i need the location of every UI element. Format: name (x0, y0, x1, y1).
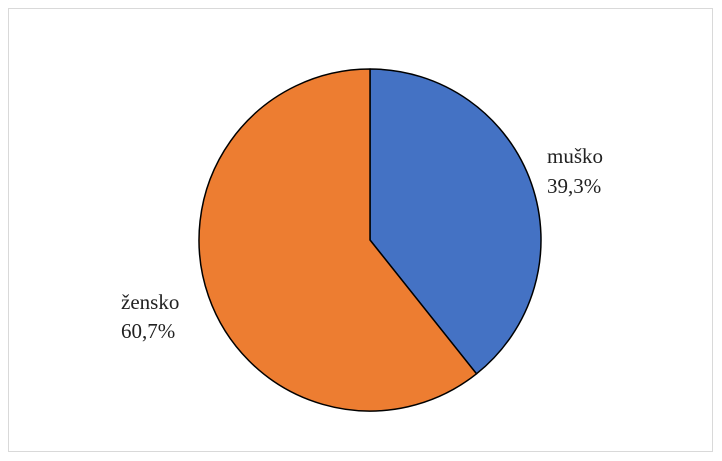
pie-slices (198, 68, 542, 412)
pie-slice-musko (369, 68, 542, 375)
data-label-zensko-category: žensko (121, 290, 179, 314)
pie-slice-zensko (198, 68, 478, 412)
data-label-musko-value: 39,3% (547, 174, 601, 198)
data-label-zensko-value: 60,7% (121, 319, 175, 343)
data-label-musko: muško 39,3% (547, 144, 603, 198)
data-label-musko-category: muško (547, 144, 603, 168)
data-label-zensko: žensko 60,7% (121, 290, 179, 343)
